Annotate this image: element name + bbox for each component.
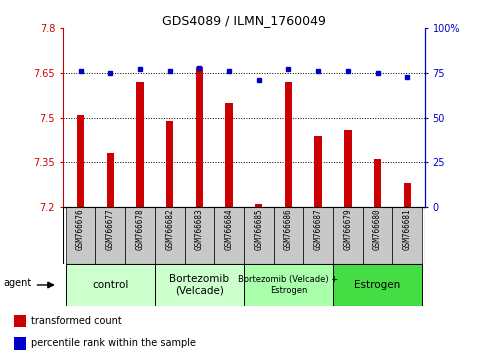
Text: Bortezomib (Velcade) +
Estrogen: Bortezomib (Velcade) + Estrogen	[239, 275, 339, 295]
Bar	[196, 67, 203, 207]
Bar	[333, 207, 363, 264]
Bar	[273, 207, 303, 264]
Text: GSM766680: GSM766680	[373, 209, 382, 250]
Bar	[244, 264, 333, 306]
Text: transformed count: transformed count	[31, 316, 122, 326]
Bar	[166, 121, 173, 207]
Title: GDS4089 / ILMN_1760049: GDS4089 / ILMN_1760049	[162, 14, 326, 27]
Text: GSM766685: GSM766685	[254, 209, 263, 250]
Text: GSM766677: GSM766677	[106, 209, 115, 250]
Bar	[14, 315, 27, 327]
Bar	[392, 207, 422, 264]
Text: GSM766681: GSM766681	[403, 209, 412, 250]
Bar	[244, 207, 273, 264]
Text: Bortezomib
(Velcade): Bortezomib (Velcade)	[170, 274, 229, 296]
Bar	[185, 207, 214, 264]
Text: GSM766679: GSM766679	[343, 209, 352, 250]
Bar	[314, 136, 322, 207]
Bar	[363, 207, 392, 264]
Bar	[374, 159, 381, 207]
Text: agent: agent	[3, 278, 31, 288]
Bar	[403, 183, 411, 207]
Text: GSM766686: GSM766686	[284, 209, 293, 250]
Text: control: control	[92, 280, 128, 290]
Bar	[344, 130, 352, 207]
Text: GSM766676: GSM766676	[76, 209, 85, 250]
Bar	[77, 115, 85, 207]
Bar	[255, 204, 262, 207]
Bar	[136, 82, 144, 207]
Bar	[303, 207, 333, 264]
Bar	[125, 207, 155, 264]
Bar	[66, 207, 96, 264]
Text: Estrogen: Estrogen	[355, 280, 401, 290]
Text: GSM766684: GSM766684	[225, 209, 234, 250]
Bar	[107, 153, 114, 207]
Text: percentile rank within the sample: percentile rank within the sample	[31, 338, 196, 348]
Bar	[333, 264, 422, 306]
Bar	[214, 207, 244, 264]
Bar	[14, 337, 27, 350]
Bar	[155, 264, 244, 306]
Text: GSM766678: GSM766678	[136, 209, 144, 250]
Bar	[226, 103, 233, 207]
Bar	[66, 264, 155, 306]
Bar	[285, 82, 292, 207]
Text: GSM766682: GSM766682	[165, 209, 174, 250]
Bar	[155, 207, 185, 264]
Bar	[96, 207, 125, 264]
Text: GSM766683: GSM766683	[195, 209, 204, 250]
Text: GSM766687: GSM766687	[313, 209, 323, 250]
